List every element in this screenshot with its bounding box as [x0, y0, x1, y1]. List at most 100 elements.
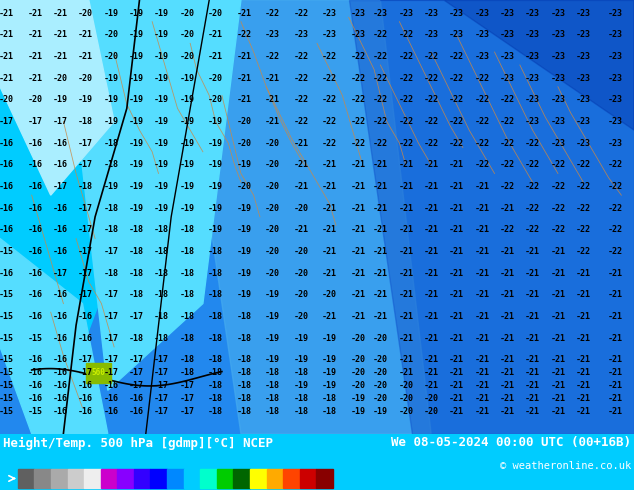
Text: -21: -21 [500, 312, 515, 321]
Text: -19: -19 [322, 381, 337, 391]
Bar [67, 469, 84, 488]
Text: -20: -20 [103, 30, 119, 39]
Text: -22: -22 [550, 160, 566, 169]
Text: -18: -18 [129, 247, 144, 256]
Text: -17: -17 [103, 312, 119, 321]
Polygon shape [63, 0, 241, 390]
Text: -22: -22 [351, 52, 366, 61]
Text: -18: -18 [294, 368, 309, 377]
Text: -17: -17 [154, 355, 169, 365]
Text: -20: -20 [351, 381, 366, 391]
Text: -22: -22 [576, 160, 591, 169]
Bar [250, 469, 266, 488]
Text: -23: -23 [576, 8, 591, 18]
Text: -19: -19 [129, 30, 144, 39]
Text: -21: -21 [208, 30, 223, 39]
Text: -21: -21 [576, 334, 591, 343]
Text: -23: -23 [474, 52, 489, 61]
Text: -21: -21 [449, 204, 464, 213]
Text: -22: -22 [474, 74, 489, 82]
Text: -21: -21 [550, 334, 566, 343]
Text: -18: -18 [179, 334, 195, 343]
Text: -16: -16 [27, 312, 42, 321]
Text: -18: -18 [78, 182, 93, 191]
Text: -22: -22 [398, 139, 413, 147]
Text: -20: -20 [236, 182, 252, 191]
Text: -22: -22 [607, 160, 623, 169]
Text: -16: -16 [27, 204, 42, 213]
Text: -17: -17 [154, 408, 169, 416]
Text: -23: -23 [525, 95, 540, 104]
Text: -21: -21 [576, 394, 591, 403]
Text: -18: -18 [236, 355, 252, 365]
Text: -21: -21 [550, 381, 566, 391]
Text: -21: -21 [449, 247, 464, 256]
Text: -16: -16 [0, 225, 14, 234]
Text: -21: -21 [449, 312, 464, 321]
Text: -19: -19 [322, 334, 337, 343]
Text: -23: -23 [525, 8, 540, 18]
Text: -21: -21 [424, 334, 439, 343]
Text: -17: -17 [78, 269, 93, 278]
Polygon shape [380, 0, 634, 130]
Text: -17: -17 [53, 182, 68, 191]
Text: -22: -22 [550, 182, 566, 191]
Text: -18: -18 [154, 334, 169, 343]
Text: -23: -23 [550, 8, 566, 18]
Text: -22: -22 [474, 95, 489, 104]
Text: © weatheronline.co.uk: © weatheronline.co.uk [500, 461, 631, 471]
Text: -16: -16 [27, 225, 42, 234]
Text: -19: -19 [129, 52, 144, 61]
Text: -23: -23 [550, 95, 566, 104]
Text: -21: -21 [27, 8, 42, 18]
Text: -22: -22 [351, 139, 366, 147]
Text: -23: -23 [351, 8, 366, 18]
Text: -18: -18 [208, 334, 223, 343]
Text: -22: -22 [576, 225, 591, 234]
Text: -19: -19 [208, 139, 223, 147]
Text: -22: -22 [424, 52, 439, 61]
Text: -16: -16 [27, 291, 42, 299]
Text: -19: -19 [154, 52, 169, 61]
Text: -16: -16 [53, 160, 68, 169]
Text: -18: -18 [179, 355, 195, 365]
Text: -21: -21 [398, 312, 413, 321]
Text: -16: -16 [53, 225, 68, 234]
Text: -19: -19 [236, 291, 252, 299]
Bar [266, 469, 283, 488]
Text: -19: -19 [179, 139, 195, 147]
Text: -16: -16 [129, 408, 144, 416]
Text: -20: -20 [351, 355, 366, 365]
Text: -21: -21 [78, 30, 93, 39]
Text: -20: -20 [373, 355, 388, 365]
Text: -21: -21 [500, 355, 515, 365]
Text: -20: -20 [236, 117, 252, 126]
Text: -22: -22 [500, 117, 515, 126]
Text: -21: -21 [265, 74, 280, 82]
Text: -19: -19 [265, 312, 280, 321]
Text: -16: -16 [27, 368, 42, 377]
Text: -20: -20 [265, 160, 280, 169]
Text: -18: -18 [208, 247, 223, 256]
Text: -22: -22 [500, 225, 515, 234]
Text: -20: -20 [0, 95, 14, 104]
Text: -23: -23 [474, 30, 489, 39]
Text: -21: -21 [373, 312, 388, 321]
Text: -22: -22 [424, 74, 439, 82]
Text: -23: -23 [500, 74, 515, 82]
Text: -18: -18 [236, 381, 252, 391]
Text: -18: -18 [322, 394, 337, 403]
Text: -21: -21 [398, 160, 413, 169]
Text: -21: -21 [525, 312, 540, 321]
Text: -22: -22 [398, 95, 413, 104]
Text: -22: -22 [576, 247, 591, 256]
Text: -21: -21 [294, 160, 309, 169]
Text: -21: -21 [500, 291, 515, 299]
Text: 560: 560 [92, 368, 106, 377]
Text: -20: -20 [265, 247, 280, 256]
Text: -23: -23 [550, 30, 566, 39]
Text: -18: -18 [179, 368, 195, 377]
Text: -21: -21 [294, 182, 309, 191]
Text: -16: -16 [27, 247, 42, 256]
Text: -22: -22 [500, 139, 515, 147]
